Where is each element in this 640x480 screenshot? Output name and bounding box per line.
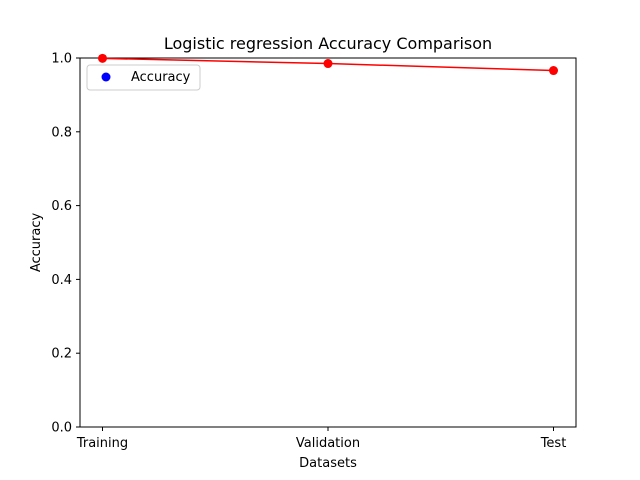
x-tick-label: Validation xyxy=(296,436,360,451)
legend-label: Accuracy xyxy=(131,70,191,85)
legend: Accuracy xyxy=(86,64,201,91)
data-point xyxy=(549,66,558,76)
x-axis-label: Datasets xyxy=(299,456,357,471)
y-axis-label: Accuracy xyxy=(29,213,44,273)
data-point xyxy=(98,53,107,63)
y-axis: 0.0 0.2 0.4 0.6 0.8 1.0 xyxy=(51,52,80,436)
series-layer xyxy=(98,53,558,76)
x-tick-label: Training xyxy=(76,436,128,451)
legend-box xyxy=(86,64,201,91)
y-tick-label: 0.4 xyxy=(51,273,72,288)
y-tick-label: 0.8 xyxy=(51,125,72,140)
y-tick-label: 0.0 xyxy=(51,421,72,436)
x-tick-label: Test xyxy=(540,436,567,451)
y-tick-label: 0.2 xyxy=(51,347,72,362)
chart-title: Logistic regression Accuracy Comparison xyxy=(164,34,492,53)
data-point xyxy=(323,59,333,69)
legend-marker xyxy=(101,72,111,82)
y-tick-label: 0.6 xyxy=(51,199,72,214)
x-axis: Training Validation Test xyxy=(76,427,566,451)
y-tick-label: 1.0 xyxy=(51,52,72,67)
